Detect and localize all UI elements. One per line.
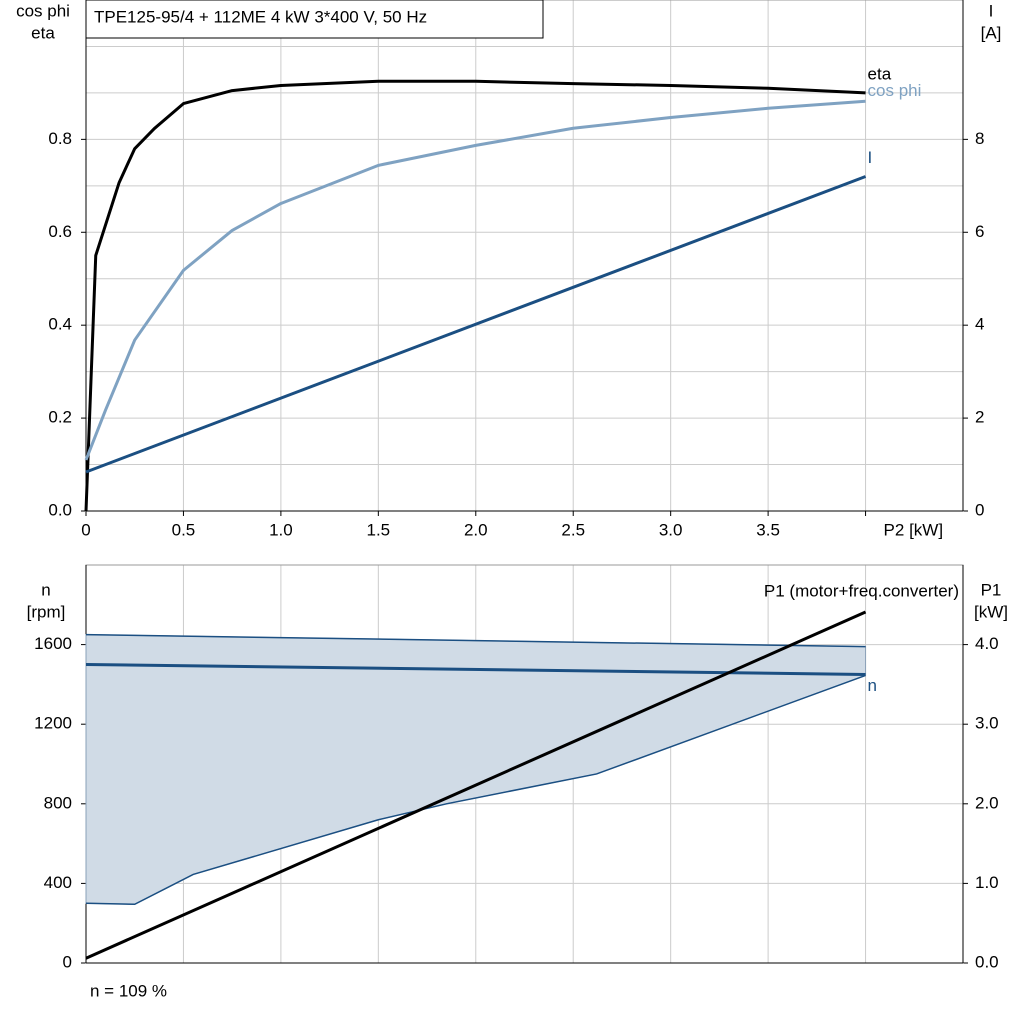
y2-tick-label: 8 <box>975 129 984 148</box>
x-tick-label: 3.5 <box>756 520 780 539</box>
y2-tick-label: 2 <box>975 408 984 427</box>
y2-axis-label: I <box>989 1 994 20</box>
series-line <box>85 175 867 474</box>
footnote: n = 109 % <box>90 981 167 1000</box>
y2-tick-label: 4 <box>975 315 984 334</box>
series-line <box>84 99 866 461</box>
y2-tick-label: 0 <box>975 500 984 519</box>
plot-area <box>86 0 963 511</box>
x-tick-label: 2.0 <box>464 520 488 539</box>
series-line <box>85 663 866 676</box>
series-label: n <box>868 676 877 695</box>
x-tick-label: 0 <box>81 520 90 539</box>
y-tick-label: 0 <box>63 952 72 971</box>
y-tick-label: 0.0 <box>48 500 72 519</box>
y2-tick-label: 1.0 <box>975 873 999 892</box>
series-line <box>84 79 866 512</box>
x-tick-label: 3.0 <box>659 520 683 539</box>
x-tick-label: 1.0 <box>269 520 293 539</box>
y-tick-label: 0.8 <box>48 129 72 148</box>
y2-tick-label: 6 <box>975 222 984 241</box>
y-tick-label: 400 <box>44 873 72 892</box>
series-line <box>85 610 867 960</box>
y-tick-label: 1200 <box>34 714 72 733</box>
x-axis-label: P2 [kW] <box>884 520 944 539</box>
x-tick-label: 2.5 <box>561 520 585 539</box>
y2-axis-label: P1 <box>981 580 1002 599</box>
y2-tick-label: 4.0 <box>975 634 999 653</box>
y2-tick-label: 0.0 <box>975 952 999 971</box>
series-label: cos phi <box>868 81 922 100</box>
title-box <box>85 0 544 39</box>
y-axis-label: cos phi <box>16 1 70 20</box>
chart-title: TPE125-95/4 + 112ME 4 kW 3*400 V, 50 Hz <box>94 7 427 26</box>
y2-axis-label: [A] <box>981 23 1002 42</box>
y-axis-label: [rpm] <box>27 602 66 621</box>
y2-axis-label: [kW] <box>974 602 1008 621</box>
y2-tick-label: 2.0 <box>975 793 999 812</box>
series-label: P1 (motor+freq.converter) <box>764 581 959 600</box>
y-tick-label: 0.4 <box>48 315 72 334</box>
x-tick-label: 0.5 <box>172 520 196 539</box>
y-axis-label: n <box>41 580 50 599</box>
y-tick-label: 0.6 <box>48 222 72 241</box>
y-tick-label: 800 <box>44 793 72 812</box>
series-label: I <box>868 148 873 167</box>
y-axis-label: eta <box>31 23 55 42</box>
series-label: eta <box>868 64 892 83</box>
band-lower <box>85 674 866 906</box>
y2-tick-label: 3.0 <box>975 714 999 733</box>
x-tick-label: 1.5 <box>367 520 391 539</box>
band-upper <box>85 633 866 648</box>
y-tick-label: 0.2 <box>48 408 72 427</box>
y-tick-label: 1600 <box>34 634 72 653</box>
